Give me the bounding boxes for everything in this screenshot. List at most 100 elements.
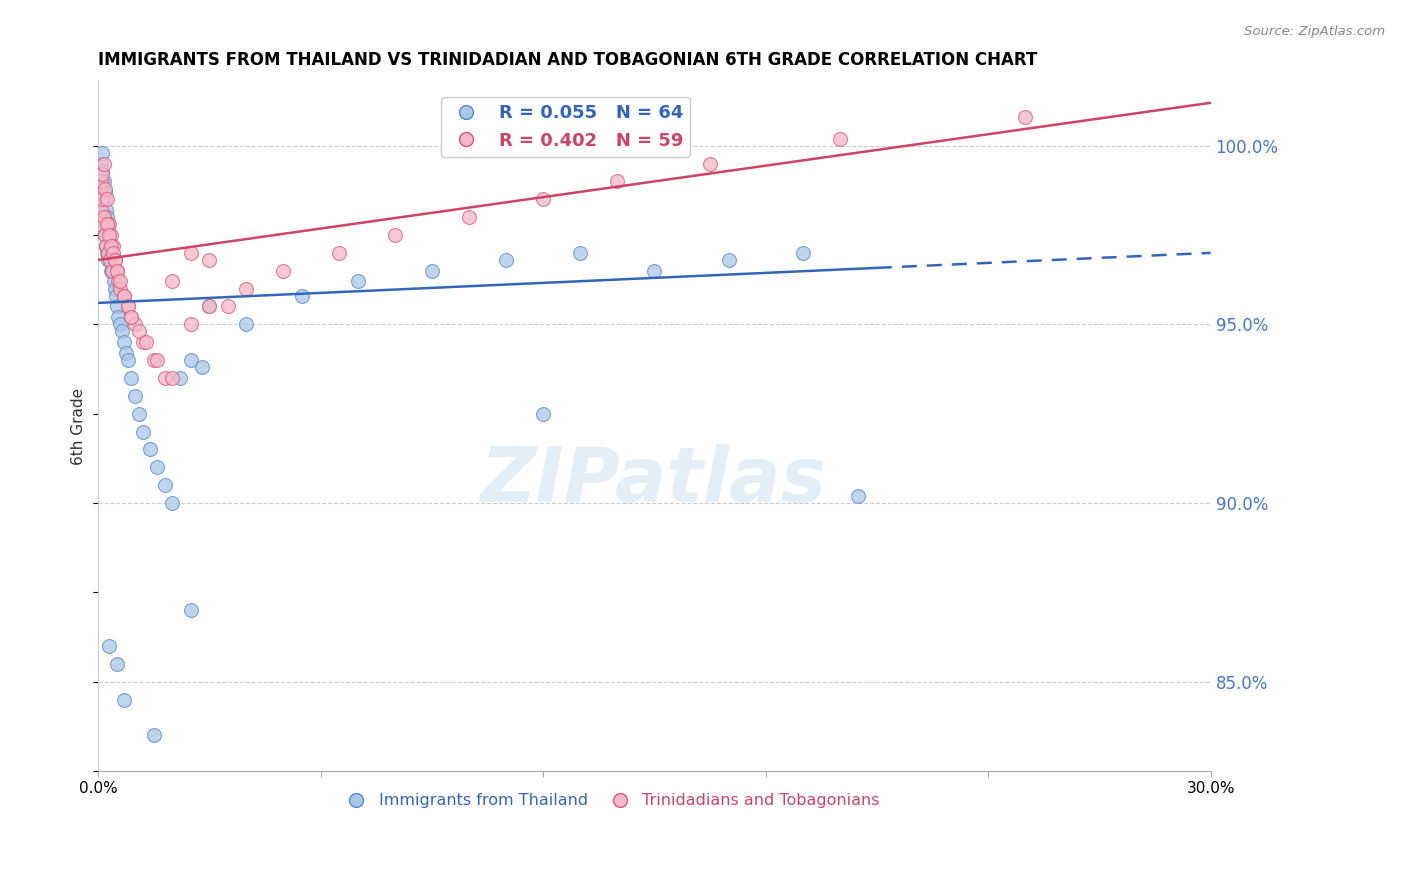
Point (89, 181, 111, 195)
Point (112, 335, 135, 350)
Point (101, 245, 124, 260)
Point (120, 371, 142, 385)
Point (93, 217, 115, 231)
Point (146, 460, 169, 475)
Point (643, 264, 665, 278)
Point (90, 156, 112, 170)
Point (169, 371, 191, 385)
Point (93, 174, 115, 188)
Point (104, 289, 127, 303)
Point (104, 253, 127, 268)
Point (180, 245, 202, 260)
Point (111, 325, 134, 339)
Point (90, 145, 112, 160)
Point (101, 238, 124, 252)
Point (110, 282, 132, 296)
Point (717, 253, 740, 268)
Point (139, 442, 162, 457)
Point (115, 346, 138, 360)
Point (142, 353, 165, 368)
Point (131, 425, 153, 439)
Point (100, 227, 122, 242)
Point (101, 264, 124, 278)
Point (96, 238, 118, 252)
Point (91, 163, 114, 178)
Point (531, 407, 554, 421)
Text: Source: ZipAtlas.com: Source: ZipAtlas.com (1244, 25, 1385, 38)
Point (90, 174, 112, 188)
Point (217, 300, 239, 314)
Point (90, 181, 112, 195)
Point (97, 253, 120, 268)
Point (89, 167, 111, 181)
Point (699, 156, 721, 170)
Point (100, 238, 122, 252)
Point (105, 300, 128, 314)
Point (101, 264, 124, 278)
Point (107, 275, 129, 289)
Point (96, 192, 118, 206)
Point (110, 318, 132, 332)
Point (273, 264, 295, 278)
Point (191, 360, 214, 375)
Point (180, 318, 202, 332)
Point (112, 289, 135, 303)
Point (117, 300, 139, 314)
Point (198, 300, 221, 314)
Point (198, 300, 221, 314)
Text: ZIPatlas: ZIPatlas (481, 444, 827, 518)
Point (120, 310, 142, 325)
Point (93, 210, 115, 224)
Point (90, 202, 112, 217)
Point (384, 227, 406, 242)
Point (291, 289, 314, 303)
Point (98, 253, 121, 268)
Point (90, 174, 112, 188)
Point (606, 174, 628, 188)
Y-axis label: 6th Grade: 6th Grade (72, 388, 86, 465)
Legend: Immigrants from Thailand, Trinidadians and Tobagonians: Immigrants from Thailand, Trinidadians a… (333, 787, 886, 814)
Point (98, 217, 121, 231)
Point (142, 728, 165, 742)
Point (235, 318, 257, 332)
Point (94, 181, 117, 195)
Point (96, 210, 118, 224)
Point (828, 131, 851, 145)
Point (112, 289, 135, 303)
Point (93, 227, 115, 242)
Point (495, 253, 517, 268)
Point (91, 192, 114, 206)
Point (96, 217, 118, 231)
Point (180, 353, 202, 368)
Point (569, 245, 592, 260)
Point (110, 275, 132, 289)
Point (124, 318, 146, 332)
Point (93, 156, 115, 170)
Point (1014, 110, 1036, 124)
Point (128, 325, 150, 339)
Point (104, 253, 127, 268)
Point (198, 253, 221, 268)
Point (96, 245, 118, 260)
Point (131, 335, 153, 350)
Point (792, 245, 814, 260)
Point (94, 227, 117, 242)
Point (98, 238, 121, 252)
Point (117, 300, 139, 314)
Point (420, 264, 443, 278)
Point (89, 192, 111, 206)
Point (531, 192, 554, 206)
Point (103, 275, 125, 289)
Point (100, 264, 122, 278)
Point (120, 310, 142, 325)
Point (153, 371, 176, 385)
Point (160, 371, 183, 385)
Point (93, 185, 115, 199)
Point (328, 245, 350, 260)
Point (93, 210, 115, 224)
Point (98, 227, 121, 242)
Point (180, 603, 202, 617)
Point (107, 310, 129, 325)
Point (846, 489, 869, 503)
Point (135, 335, 157, 350)
